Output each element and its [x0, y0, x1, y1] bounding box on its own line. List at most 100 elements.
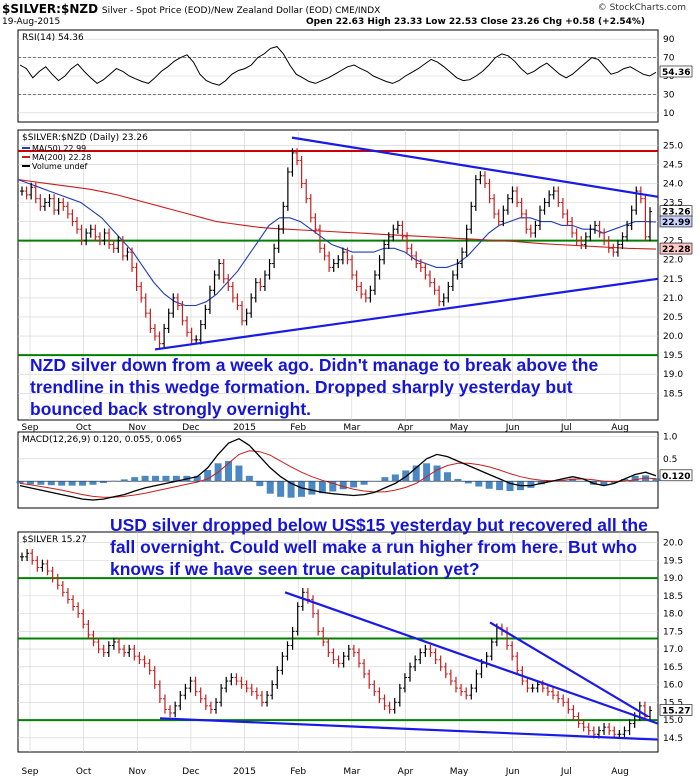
macd-hist-bar-30 [329, 481, 337, 492]
usd-tick-2: 15.5 [663, 698, 683, 708]
nzd-xtick-8: May [450, 423, 469, 433]
macd-hist-bar-43 [464, 481, 472, 484]
macd-hist-bar-14 [162, 475, 170, 482]
nzd-xtick-10: Jul [560, 423, 572, 433]
usd-xtick-11: Aug [611, 767, 629, 777]
nzd-tick-5: 21.0 [663, 294, 683, 304]
rsi-tick-0: 10 [663, 109, 675, 119]
macd-hist-bar-34 [370, 481, 378, 482]
macd-hist-bar-31 [339, 481, 347, 490]
macd-hist-bar-2 [37, 481, 45, 485]
usd-xtick-2: Nov [128, 767, 146, 777]
nzd-lower-trendline [154, 277, 659, 351]
stockcharts-watermark: © StockCharts.com [597, 3, 686, 13]
header-description: Silver - Spot Price (EOD)/New Zealand Do… [101, 6, 381, 16]
macd-hist-bar-46 [496, 481, 504, 491]
usd-xtick-1: Oct [76, 767, 92, 777]
nzd-xtick-0: Sep [22, 423, 39, 433]
nzd-last-label-2: 22.28 [662, 245, 690, 255]
macd-hist-bar-20 [225, 461, 233, 482]
nzd-xtick-4: 2015 [233, 423, 256, 433]
macd-hist-bar-12 [141, 475, 149, 482]
macd-hist-bar-29 [318, 481, 326, 494]
nzd-tick-1: 19.0 [663, 370, 683, 380]
nzd-legend-2: Volume undef [32, 162, 87, 171]
usd-xtick-6: Mar [343, 767, 360, 777]
usd-trendline-a [284, 591, 659, 725]
macd-hist-bar-9 [110, 480, 118, 482]
nzd-xtick-11: Aug [611, 423, 629, 433]
rsi-title: RSI(14) 54.36 [22, 33, 84, 43]
macd-last-value-box [659, 469, 693, 482]
nzd-last-label-2-box [659, 242, 693, 255]
macd-hist-bar-26 [287, 481, 295, 498]
macd-tick-1: 1.0 [663, 432, 678, 442]
macd-hist-bar-24 [266, 481, 274, 494]
rsi-last-value: 54.36 [662, 68, 690, 78]
macd-hist-bar-58 [621, 478, 629, 482]
usd-tick-4: 16.5 [663, 663, 683, 673]
usd-trendline-b [159, 717, 659, 741]
macd-hist-bar-23 [256, 481, 264, 487]
nzd-xtick-3: Dec [182, 423, 199, 433]
usd-xtick-9: Jun [505, 767, 520, 777]
macd-signal-line [19, 450, 657, 498]
macd-hist-bar-15 [172, 475, 180, 482]
macd-hist-bar-10 [120, 479, 128, 482]
macd-hist-bar-54 [579, 481, 587, 482]
macd-hist-bar-22 [245, 475, 253, 482]
macd-hist-bar-13 [152, 475, 160, 482]
usd-tick-11: 20.0 [663, 539, 683, 549]
macd-hist-bar-47 [506, 481, 514, 492]
usd-xtick-3: Dec [182, 767, 199, 777]
macd-title: MACD(12,26,9) 0.120, 0.055, 0.065 [22, 435, 182, 445]
usd-tick-5: 17.0 [663, 645, 683, 655]
usd-annotation: USD silver dropped below US$15 yesterday… [110, 515, 648, 579]
usd-tick-6: 17.5 [663, 627, 683, 637]
nzd-tick-3: 20.0 [663, 332, 683, 342]
macd-hist-bar-28 [308, 481, 316, 495]
usd-xtick-0: Sep [22, 767, 39, 777]
macd-tick-0: 0.5 [663, 455, 677, 465]
nzd-tick-7: 22.0 [663, 256, 683, 266]
nzd-tick-2: 19.5 [663, 351, 683, 361]
nzd-last-label-1: 22.99 [662, 218, 690, 228]
usd-xtick-5: Feb [290, 767, 306, 777]
nzd-annotation: NZD silver down from a week ago. Didn't … [30, 355, 599, 419]
macd-hist-bar-32 [350, 481, 358, 488]
macd-hist-bar-37 [402, 470, 410, 482]
macd-hist-bar-27 [298, 481, 306, 497]
macd-hist-bar-3 [47, 481, 55, 486]
rsi-tick-4: 90 [663, 35, 675, 45]
usd-last-value: 15.27 [662, 706, 690, 716]
nzd-tick-10: 23.5 [663, 199, 683, 209]
macd-hist-bar-39 [423, 463, 431, 482]
header-date: 19-Aug-2015 [2, 17, 61, 27]
macd-hist-bar-33 [360, 481, 368, 485]
usd-xtick-4: 2015 [233, 767, 256, 777]
usd-tick-9: 19.0 [663, 574, 683, 584]
usd-tick-7: 18.0 [663, 610, 683, 620]
nzd-tick-4: 20.5 [663, 313, 683, 323]
usd-xtick-10: Jul [560, 767, 572, 777]
macd-last-value: 0.120 [662, 472, 690, 482]
macd-hist-bar-59 [631, 475, 639, 482]
macd-hist-bar-35 [381, 477, 389, 482]
macd-hist-bar-45 [485, 481, 493, 489]
usd-tick-8: 18.5 [663, 592, 683, 602]
nzd-panel [17, 129, 659, 421]
nzd-ma200-line [17, 179, 657, 250]
usd-xtick-7: Apr [398, 767, 414, 777]
nzd-last-label-1-box [659, 215, 693, 228]
macd-hist-bar-38 [412, 465, 420, 482]
nzd-ma50-line [17, 179, 657, 307]
nzd-tick-0: 18.5 [663, 389, 683, 399]
macd-hist-bar-40 [433, 465, 441, 482]
rsi-last-value-box [659, 65, 693, 78]
chart-header-title: $SILVER:$NZD Silver - Spot Price (EOD)/N… [2, 2, 380, 16]
macd-hist-bar-42 [454, 478, 462, 482]
macd-hist-bar-18 [204, 470, 212, 482]
macd-hist-bar-6 [79, 481, 87, 486]
